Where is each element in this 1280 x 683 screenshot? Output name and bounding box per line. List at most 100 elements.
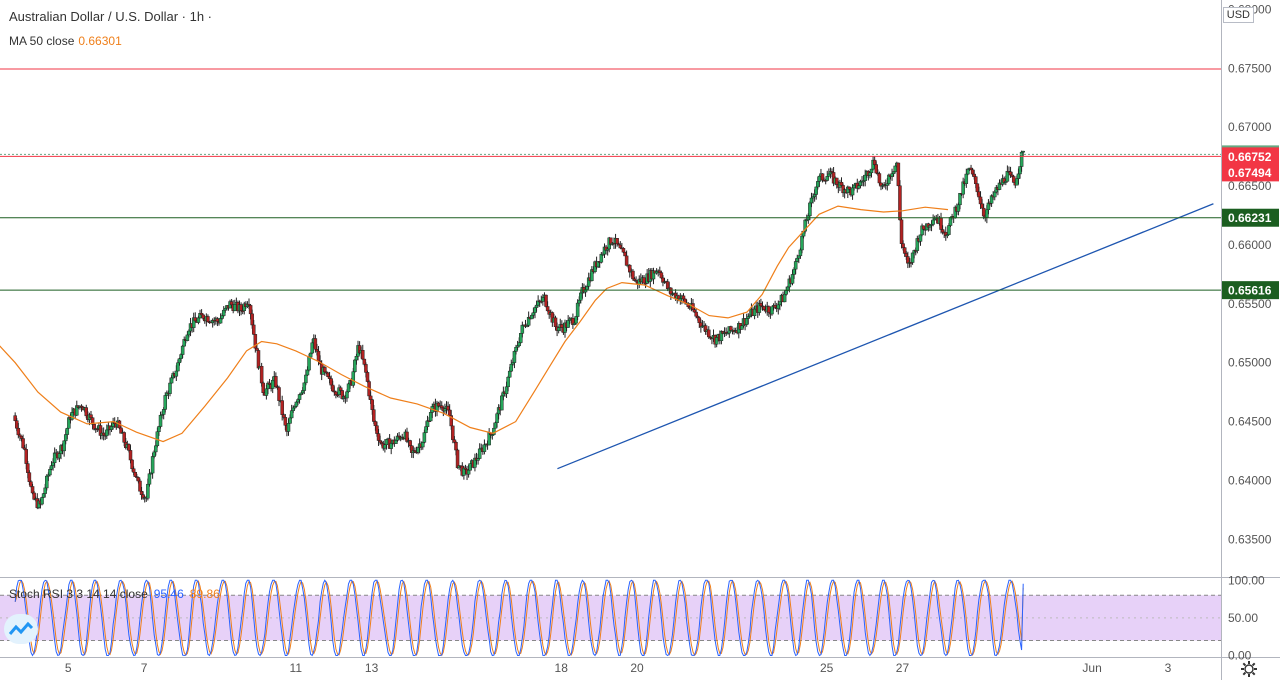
candle-body [729,326,733,331]
candle [665,278,670,292]
candle-body [89,414,93,418]
candle-body [793,261,798,270]
candle-body [847,186,852,190]
candle [920,223,924,237]
candle-body [169,377,174,384]
candle-body [296,399,300,403]
candle-body [372,409,376,422]
candle-body [251,324,256,335]
candle-body [902,247,907,254]
candle-body [452,439,457,443]
candle-body [776,304,781,310]
time-tick-label: 18 [555,661,569,675]
candle-body [519,333,523,343]
candle [599,251,604,264]
candle-body [544,294,548,307]
candle-body [282,414,286,418]
currency-label[interactable]: USD [1222,7,1254,23]
candle [13,412,17,422]
candle-body [338,387,343,391]
candle-body [233,304,237,311]
candle-body [520,324,525,334]
candle-body [146,483,150,499]
candle-body [762,306,766,310]
candle-body [857,185,861,189]
candle-body [992,191,997,198]
candle-body [291,407,295,411]
candle-body [408,440,412,446]
candle-body [221,309,226,316]
candle [890,168,894,181]
candle-body [378,440,382,443]
candle-body [150,456,155,474]
candle [477,443,482,460]
candle-body [187,330,191,336]
candle-body [863,174,867,181]
candle [210,318,215,328]
candle-body [1011,176,1016,183]
candle-body [315,349,319,352]
candle-body [817,175,822,182]
candle-body [218,318,223,324]
stoch-tick-label: 50.00 [1228,611,1258,625]
candle [526,311,531,328]
tradingview-logo-icon[interactable] [4,614,38,644]
candle-body [974,176,978,185]
candle-body [1018,166,1022,175]
candle-body [308,352,313,358]
candle-body [981,207,986,217]
candle-body [416,447,420,453]
candle-body [553,317,558,328]
candle [590,266,594,282]
candle-body [541,297,545,302]
candle-body [659,272,664,279]
candle-body [872,159,877,165]
candle [212,317,216,326]
candle-body [631,270,635,280]
candle-body [530,314,534,320]
settings-gear-icon[interactable] [1240,660,1258,678]
candle-body [157,426,161,432]
candle-body [575,302,580,317]
candle-body [447,409,452,416]
candle [961,177,965,199]
price-tick-label: 0.64000 [1228,473,1272,487]
candle-body [885,183,890,186]
candle [767,305,771,318]
candle-body [534,304,539,308]
candle-body [517,342,521,347]
badge-bg [1222,281,1279,300]
candle-body [65,428,70,435]
candle [893,165,897,173]
candle-body [220,315,224,319]
candle-body [384,439,389,445]
candle-body [316,350,321,362]
candle [490,434,495,440]
candle [395,433,400,442]
candle-body [910,252,915,263]
candle [678,293,683,305]
candle-body [48,469,52,476]
candle-body [45,475,49,489]
candle-body [618,244,623,249]
candle-body [495,413,499,423]
candle-body [201,314,205,319]
candle [133,471,137,477]
candle-body [939,217,943,230]
ma-legend: MA 50 close 0.66301 [9,34,122,48]
stoch-k-value: 95.46 [153,587,184,601]
candle-body [174,370,179,377]
candle-body [362,358,367,365]
candle-body [585,286,589,290]
candle-body [329,378,333,386]
candle-body [966,169,970,175]
candle-body [740,325,744,330]
candle-body [168,382,172,394]
candle [770,306,774,316]
stoch-band-fill [0,595,1221,641]
candle [289,404,294,419]
price-pane[interactable] [0,68,1221,510]
stoch-rsi-pane[interactable] [0,579,1221,657]
candle-body [476,458,480,461]
